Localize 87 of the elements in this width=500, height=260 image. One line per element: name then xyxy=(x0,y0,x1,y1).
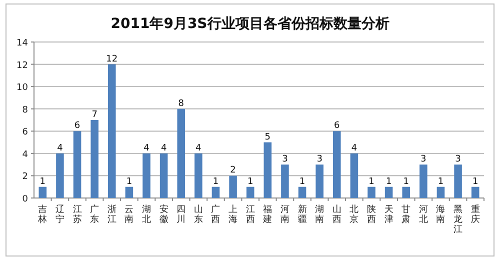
data-label: 1 xyxy=(212,176,219,187)
x-tick-label: 河南 xyxy=(280,204,290,225)
data-label: 1 xyxy=(403,176,409,187)
x-tick-label: 吉林 xyxy=(37,204,48,225)
bar xyxy=(316,164,324,198)
bar xyxy=(212,186,220,198)
data-label: 3 xyxy=(316,154,322,165)
x-tick-label: 陕西 xyxy=(367,204,376,225)
data-label: 1 xyxy=(40,176,46,187)
bar xyxy=(350,153,358,198)
x-tick-label: 海南 xyxy=(436,204,446,225)
bar xyxy=(471,186,480,198)
bar xyxy=(264,142,272,198)
data-label: 4 xyxy=(351,143,358,154)
data-label: 5 xyxy=(264,132,271,142)
bar xyxy=(160,153,168,198)
data-label: 12 xyxy=(106,54,118,64)
data-label: 1 xyxy=(247,176,254,187)
x-tick-label: 河北 xyxy=(418,204,428,225)
bar xyxy=(125,186,134,198)
data-label: 2 xyxy=(230,166,236,176)
data-label: 8 xyxy=(178,98,184,109)
bar xyxy=(194,153,202,198)
bar xyxy=(454,164,462,198)
x-tick-label: 辽宁 xyxy=(55,204,64,225)
data-label: 6 xyxy=(74,121,80,132)
x-tick-label: 广东 xyxy=(90,204,100,225)
x-tick-label: 江西 xyxy=(246,204,255,225)
data-label: 3 xyxy=(282,154,288,165)
x-tick-label: 安徽 xyxy=(159,204,168,225)
x-tick-label: 湖南 xyxy=(315,204,324,225)
x-tick-label: 重庆 xyxy=(470,204,480,225)
y-tick-label: 14 xyxy=(16,38,28,48)
y-tick-label: 8 xyxy=(22,105,28,116)
x-tick-label: 云南 xyxy=(124,205,134,225)
bar xyxy=(56,153,64,198)
data-label: 4 xyxy=(144,143,150,154)
x-tick-label: 甘肃 xyxy=(402,204,411,225)
bar xyxy=(384,186,393,198)
data-label: 1 xyxy=(472,176,478,187)
bar xyxy=(177,108,186,198)
bar xyxy=(368,186,376,198)
y-tick-label: 10 xyxy=(16,83,28,94)
y-tick-label: 6 xyxy=(22,128,28,138)
chart-title: 2011年9月3S行业项目各省份招标数量分析 xyxy=(110,16,390,32)
data-label: 7 xyxy=(92,110,98,120)
y-tick-label: 12 xyxy=(16,60,28,71)
x-tick-label: 广西 xyxy=(211,204,220,225)
y-tick-label: 4 xyxy=(22,150,28,160)
bar xyxy=(90,120,98,198)
data-label: 4 xyxy=(57,143,64,154)
bar xyxy=(142,153,150,198)
bar xyxy=(281,164,289,198)
data-label: 6 xyxy=(334,121,340,132)
x-tick-label: 福建 xyxy=(262,204,272,225)
data-label: 1 xyxy=(386,176,392,187)
bar xyxy=(332,131,341,198)
x-tick-label: 江苏 xyxy=(72,204,82,225)
bar xyxy=(402,186,410,198)
data-label: 3 xyxy=(455,154,461,165)
bar xyxy=(229,176,237,198)
y-tick-label: 2 xyxy=(22,172,28,182)
x-tick-label: 浙江 xyxy=(107,204,116,225)
data-label: 3 xyxy=(420,154,426,165)
data-label: 4 xyxy=(196,143,202,154)
x-tick-label: 黑龙江 xyxy=(454,204,463,235)
bar xyxy=(108,64,116,198)
bar xyxy=(298,186,306,198)
y-tick-label: 0 xyxy=(22,194,28,204)
data-label: 1 xyxy=(368,176,374,187)
bar xyxy=(420,164,428,198)
data-label: 1 xyxy=(299,176,306,187)
data-label: 1 xyxy=(438,176,444,187)
x-tick-label: 湖北 xyxy=(142,204,151,225)
bar xyxy=(436,186,445,198)
bar xyxy=(73,131,82,198)
x-tick-label: 山东 xyxy=(194,204,203,225)
x-tick-label: 四川 xyxy=(176,205,186,225)
bar xyxy=(246,186,254,198)
bar xyxy=(38,186,47,198)
x-tick-label: 上海 xyxy=(228,204,238,225)
x-tick-label: 天津 xyxy=(384,204,394,225)
x-tick-label: 新疆 xyxy=(298,204,307,225)
data-label: 1 xyxy=(126,176,132,187)
x-tick-label: 北京 xyxy=(350,204,359,225)
data-label: 4 xyxy=(160,143,167,154)
x-tick-label: 山西 xyxy=(332,204,342,225)
